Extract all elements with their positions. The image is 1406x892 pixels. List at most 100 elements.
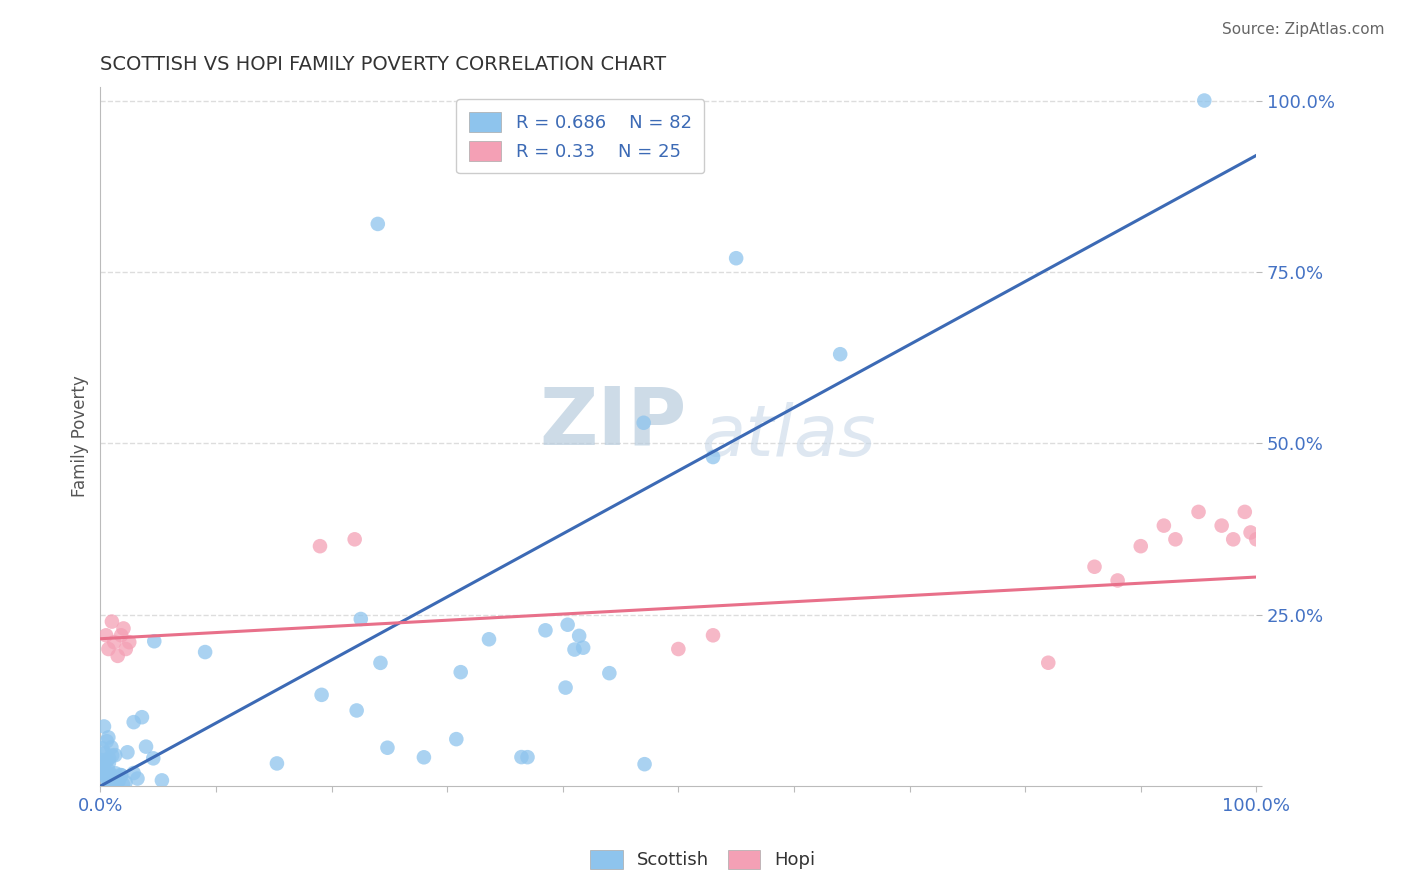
- Legend: R = 0.686    N = 82, R = 0.33    N = 25: R = 0.686 N = 82, R = 0.33 N = 25: [456, 99, 704, 173]
- Point: [117, 745, 139, 759]
- Point: [830, 347, 852, 361]
- Point: [90, 764, 112, 778]
- Text: SCOTTISH VS HOPI FAMILY POVERTY CORRELATION CHART: SCOTTISH VS HOPI FAMILY POVERTY CORRELAT…: [100, 55, 666, 74]
- Point: [1239, 525, 1261, 540]
- Point: [98, 768, 121, 782]
- Point: [93, 764, 115, 778]
- Point: [114, 775, 136, 789]
- Point: [101, 748, 124, 763]
- Point: [346, 703, 368, 717]
- Point: [98, 771, 121, 785]
- Point: [110, 628, 132, 642]
- Point: [150, 773, 173, 788]
- Point: [101, 773, 124, 788]
- Point: [114, 642, 136, 657]
- Point: [98, 776, 121, 790]
- Y-axis label: Family Poverty: Family Poverty: [72, 376, 89, 498]
- Text: ZIP: ZIP: [540, 384, 688, 461]
- Point: [135, 739, 157, 754]
- Point: [1222, 533, 1244, 547]
- Text: Source: ZipAtlas.com: Source: ZipAtlas.com: [1222, 22, 1385, 37]
- Point: [94, 767, 117, 781]
- Point: [1083, 559, 1105, 574]
- Point: [446, 732, 468, 747]
- Point: [554, 681, 576, 695]
- Point: [557, 617, 579, 632]
- Point: [266, 756, 288, 771]
- Point: [105, 779, 128, 793]
- Point: [111, 777, 134, 791]
- Point: [367, 217, 389, 231]
- Point: [112, 622, 135, 636]
- Point: [101, 615, 124, 629]
- Point: [110, 768, 132, 782]
- Point: [702, 450, 724, 464]
- Point: [127, 772, 149, 786]
- Point: [94, 747, 117, 761]
- Point: [534, 624, 557, 638]
- Point: [370, 656, 392, 670]
- Point: [131, 710, 153, 724]
- Point: [377, 740, 399, 755]
- Point: [598, 666, 620, 681]
- Point: [98, 768, 121, 782]
- Point: [108, 772, 131, 786]
- Point: [110, 768, 132, 782]
- Point: [96, 771, 118, 785]
- Point: [450, 665, 472, 680]
- Point: [90, 753, 112, 767]
- Point: [1246, 533, 1268, 547]
- Point: [97, 731, 120, 745]
- Point: [122, 715, 145, 730]
- Point: [90, 758, 112, 772]
- Point: [96, 766, 118, 780]
- Point: [104, 748, 127, 763]
- Point: [93, 756, 115, 770]
- Point: [96, 772, 118, 786]
- Point: [91, 741, 114, 756]
- Point: [93, 719, 115, 733]
- Point: [633, 416, 655, 430]
- Point: [143, 634, 166, 648]
- Point: [1233, 505, 1256, 519]
- Point: [568, 629, 591, 643]
- Point: [309, 539, 332, 553]
- Point: [94, 755, 117, 769]
- Point: [122, 766, 145, 780]
- Point: [194, 645, 217, 659]
- Point: [93, 765, 115, 780]
- Point: [94, 628, 117, 642]
- Point: [97, 756, 120, 770]
- Point: [1038, 656, 1060, 670]
- Point: [633, 757, 655, 772]
- Point: [343, 533, 366, 547]
- Point: [350, 612, 373, 626]
- Point: [107, 775, 129, 789]
- Point: [1153, 518, 1175, 533]
- Point: [666, 642, 689, 657]
- Text: atlas: atlas: [702, 402, 876, 471]
- Point: [572, 640, 595, 655]
- Point: [100, 768, 122, 782]
- Point: [510, 750, 533, 764]
- Point: [311, 688, 333, 702]
- Point: [1164, 533, 1187, 547]
- Point: [97, 642, 120, 657]
- Point: [1211, 518, 1233, 533]
- Point: [478, 632, 501, 647]
- Point: [412, 750, 434, 764]
- Point: [725, 251, 748, 265]
- Point: [142, 751, 165, 765]
- Point: [100, 776, 122, 790]
- Legend: Scottish, Hopi: Scottish, Hopi: [581, 840, 825, 879]
- Point: [103, 635, 125, 649]
- Point: [107, 648, 129, 663]
- Point: [90, 761, 112, 775]
- Point: [118, 635, 141, 649]
- Point: [702, 628, 724, 642]
- Point: [104, 766, 127, 780]
- Point: [97, 764, 120, 778]
- Point: [96, 734, 118, 748]
- Point: [564, 642, 586, 657]
- Point: [1129, 539, 1152, 553]
